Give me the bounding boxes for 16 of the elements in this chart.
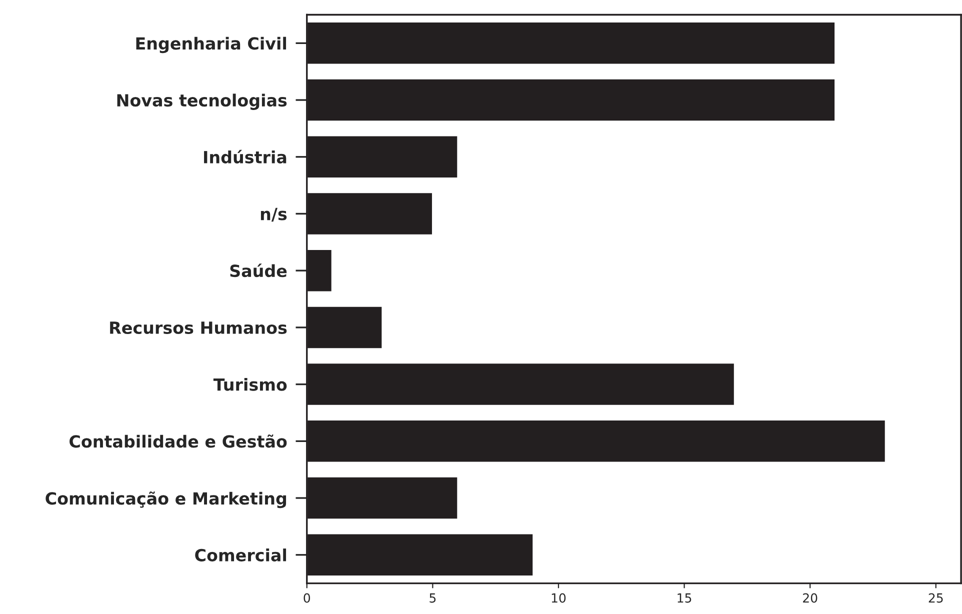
x-tick-label: 25 (928, 593, 943, 603)
x-tick-label: 20 (803, 593, 818, 603)
x-tick-label: 10 (552, 593, 566, 603)
y-tick-label: Turismo (213, 378, 287, 391)
y-tick-label: Saúde (230, 264, 287, 278)
x-tick-label: 5 (430, 593, 436, 603)
x-tick-label: 0 (304, 593, 310, 603)
y-tick-label: n/s (260, 208, 287, 222)
y-tick-label: Comercial (195, 548, 286, 562)
x-tick-label: 15 (678, 593, 692, 603)
y-tick-label: Engenharia Civil (136, 36, 286, 54)
y-tick-label: Novas tecnologias (117, 94, 287, 110)
y-tick-label: Indústria (204, 150, 286, 164)
y-tick-label: Recursos Humanos (110, 322, 287, 334)
y-tick-label: Comunicação e Marketing (46, 492, 286, 508)
y-tick-label: Contabilidade e Gestão (70, 434, 287, 448)
